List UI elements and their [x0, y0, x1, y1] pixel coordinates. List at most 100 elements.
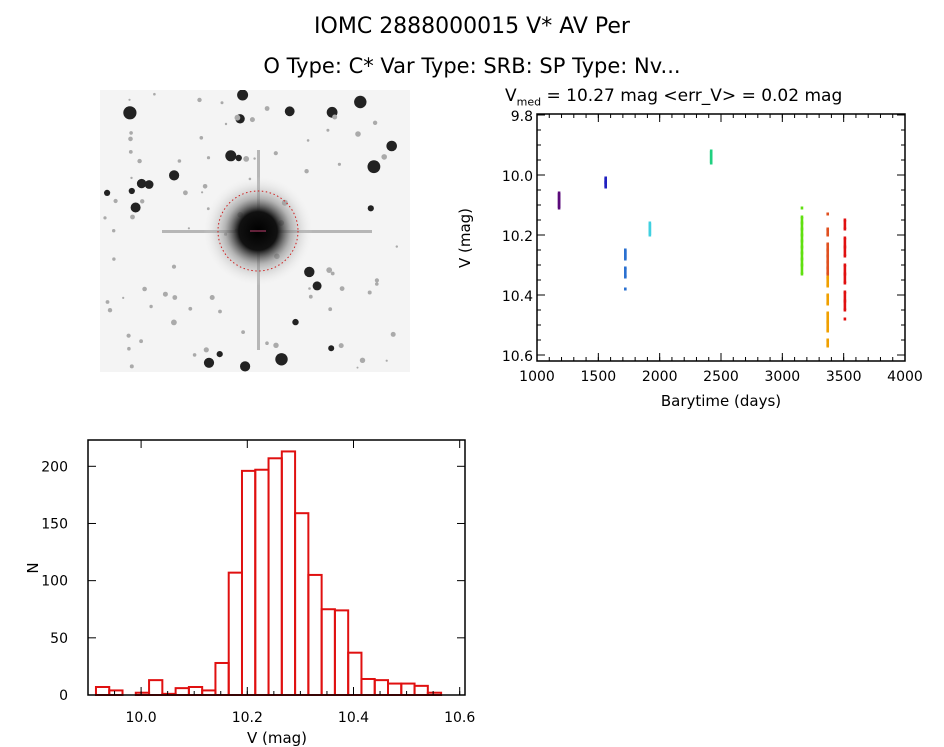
lc-point-run [709, 154, 713, 157]
star [235, 154, 242, 162]
lc-point [843, 308, 847, 312]
lc-xtick-label: 2500 [703, 369, 739, 385]
star [367, 205, 374, 212]
hist-bar [148, 679, 164, 696]
star [243, 156, 250, 162]
lc-point [826, 329, 830, 333]
hist-bar [333, 609, 350, 696]
lc-point-run [800, 217, 804, 223]
lc-title-rest: = 10.27 mag <err_V> = 0.02 mag [541, 86, 843, 106]
lc-xtick-label: 1000 [519, 369, 555, 385]
lc-point-run [843, 292, 847, 301]
lc-xtick-label: 1500 [581, 369, 617, 385]
lightcurve-title: Vmed = 10.27 mag <err_V> = 0.02 mag [505, 86, 842, 108]
lc-point [604, 182, 607, 186]
star [367, 290, 372, 295]
star [218, 309, 222, 314]
star [292, 318, 299, 326]
lc-point-run [843, 247, 847, 256]
lc-point-run [604, 181, 607, 183]
lc-point [624, 287, 627, 291]
lc-point [843, 227, 847, 231]
lc-point [709, 158, 713, 162]
lc-point [648, 221, 652, 225]
lc-point-run [826, 313, 830, 322]
lc-point-run [843, 238, 847, 247]
star [338, 343, 344, 349]
lc-point-run [648, 223, 652, 226]
hist-bar [161, 692, 177, 697]
hist-bar [108, 689, 124, 697]
lc-point [624, 251, 627, 255]
hist-bar [94, 685, 111, 697]
star [385, 359, 388, 362]
star [339, 286, 345, 291]
lc-xlabel: Barytime (days) [661, 392, 781, 410]
hist-bar [187, 685, 204, 697]
lc-point [604, 185, 607, 189]
hist-bar [413, 684, 429, 696]
lc-point [826, 302, 830, 306]
lc-point-run [826, 229, 830, 235]
star [390, 331, 396, 337]
lc-point-run [604, 184, 607, 187]
hist-bar [307, 573, 323, 696]
lc-point-run [604, 178, 607, 181]
hist-xtick-label: 10.4 [338, 710, 369, 726]
lc-point [604, 179, 607, 183]
star [312, 281, 322, 291]
lc-point [826, 242, 830, 246]
star [192, 353, 197, 357]
lc-point [800, 233, 804, 237]
star [171, 264, 177, 269]
star [328, 307, 333, 312]
star [130, 202, 141, 213]
star [122, 296, 125, 299]
star [240, 361, 251, 372]
hist-ylabel: N [24, 562, 42, 573]
star [381, 154, 388, 160]
lc-point [826, 338, 830, 342]
star [209, 295, 215, 300]
lc-ylabel: V (mag) [456, 208, 474, 268]
star [201, 191, 204, 194]
lc-point-run [800, 265, 804, 274]
star [253, 157, 256, 160]
lc-point [800, 251, 804, 255]
hist-bar [134, 691, 151, 697]
star [326, 128, 330, 132]
star [129, 364, 134, 369]
lc-ytick-label: 10.0 [502, 169, 533, 185]
star [203, 357, 215, 368]
star [128, 136, 133, 142]
lc-point-run [800, 223, 804, 229]
lc-point [624, 257, 627, 261]
lc-point-run [843, 220, 847, 229]
star [216, 351, 223, 358]
star [225, 150, 237, 162]
lc-point [604, 181, 607, 184]
lc-point [800, 257, 804, 261]
star [177, 159, 182, 163]
lc-point-run [624, 253, 627, 256]
star [123, 106, 137, 120]
star [188, 306, 193, 311]
hist-bar [387, 682, 403, 696]
lc-point [648, 233, 652, 237]
lc-point [800, 221, 804, 225]
star [359, 357, 366, 363]
star [367, 160, 381, 174]
star [140, 199, 145, 204]
star [127, 346, 131, 351]
star [139, 339, 143, 344]
lc-point [826, 293, 830, 297]
hist-bar [201, 689, 217, 697]
hist-bar [214, 661, 230, 696]
star [304, 266, 315, 278]
hist-bar [240, 469, 257, 697]
hist-bar [227, 571, 243, 697]
lc-point [800, 263, 804, 267]
lc-point [624, 275, 627, 279]
lc-point [709, 161, 713, 165]
lc-point [800, 227, 804, 231]
